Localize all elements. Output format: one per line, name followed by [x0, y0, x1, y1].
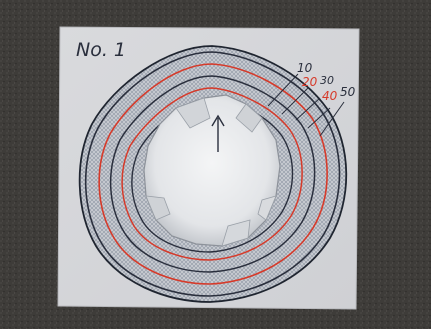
contour-line-20: [121, 87, 303, 261]
label-leaders: [267, 73, 345, 137]
contour-line-10: [131, 97, 294, 253]
contour-label-20: 20: [302, 75, 318, 89]
perforation-hole: [143, 94, 281, 247]
contour-label-50: 50: [340, 85, 356, 99]
contour-label-10: 10: [297, 61, 313, 75]
specimen-label: No. 1: [76, 39, 126, 61]
contour-label-40: 40: [322, 89, 338, 103]
contour-label-30: 30: [320, 74, 334, 87]
arrow-icon: [211, 114, 225, 152]
contour-lines: [84, 51, 341, 297]
contour-line-30: [110, 75, 316, 273]
contour-line-50: [84, 51, 341, 297]
contour-line-40: [98, 63, 328, 285]
